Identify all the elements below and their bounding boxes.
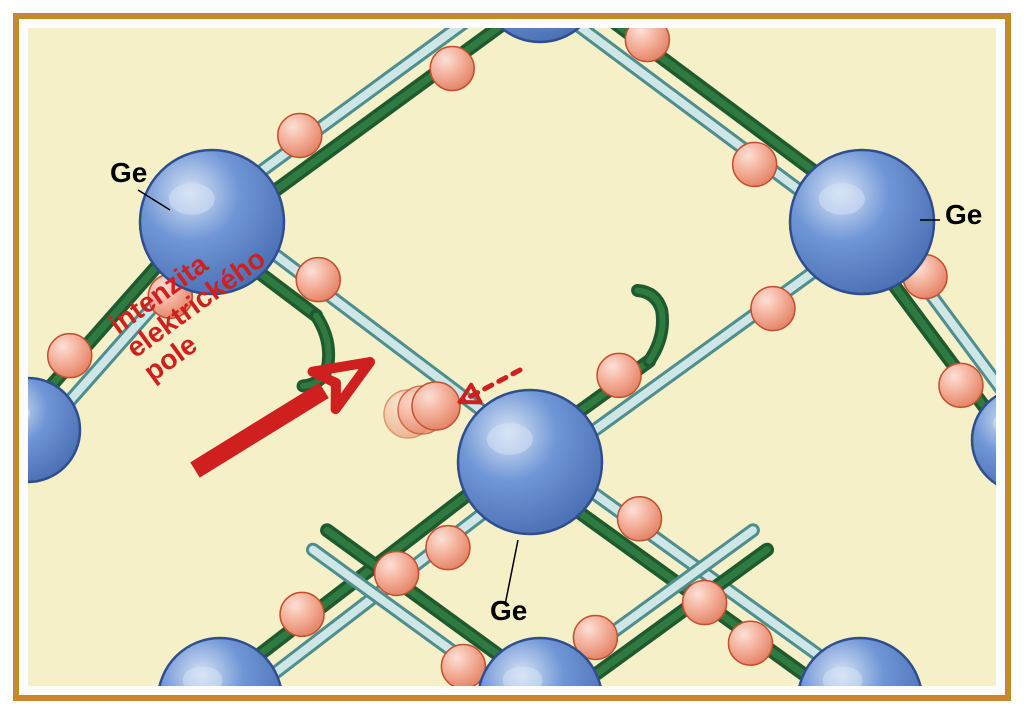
atom-label: Ge [110, 157, 147, 188]
atom-label: Ge [490, 595, 527, 626]
lattice-svg: GeGeGeintenzitaelektrickéhopole [0, 0, 1024, 714]
diagram-frame: GeGeGeintenzitaelektrickéhopole [0, 0, 1024, 714]
atom-label: Ge [945, 199, 982, 230]
